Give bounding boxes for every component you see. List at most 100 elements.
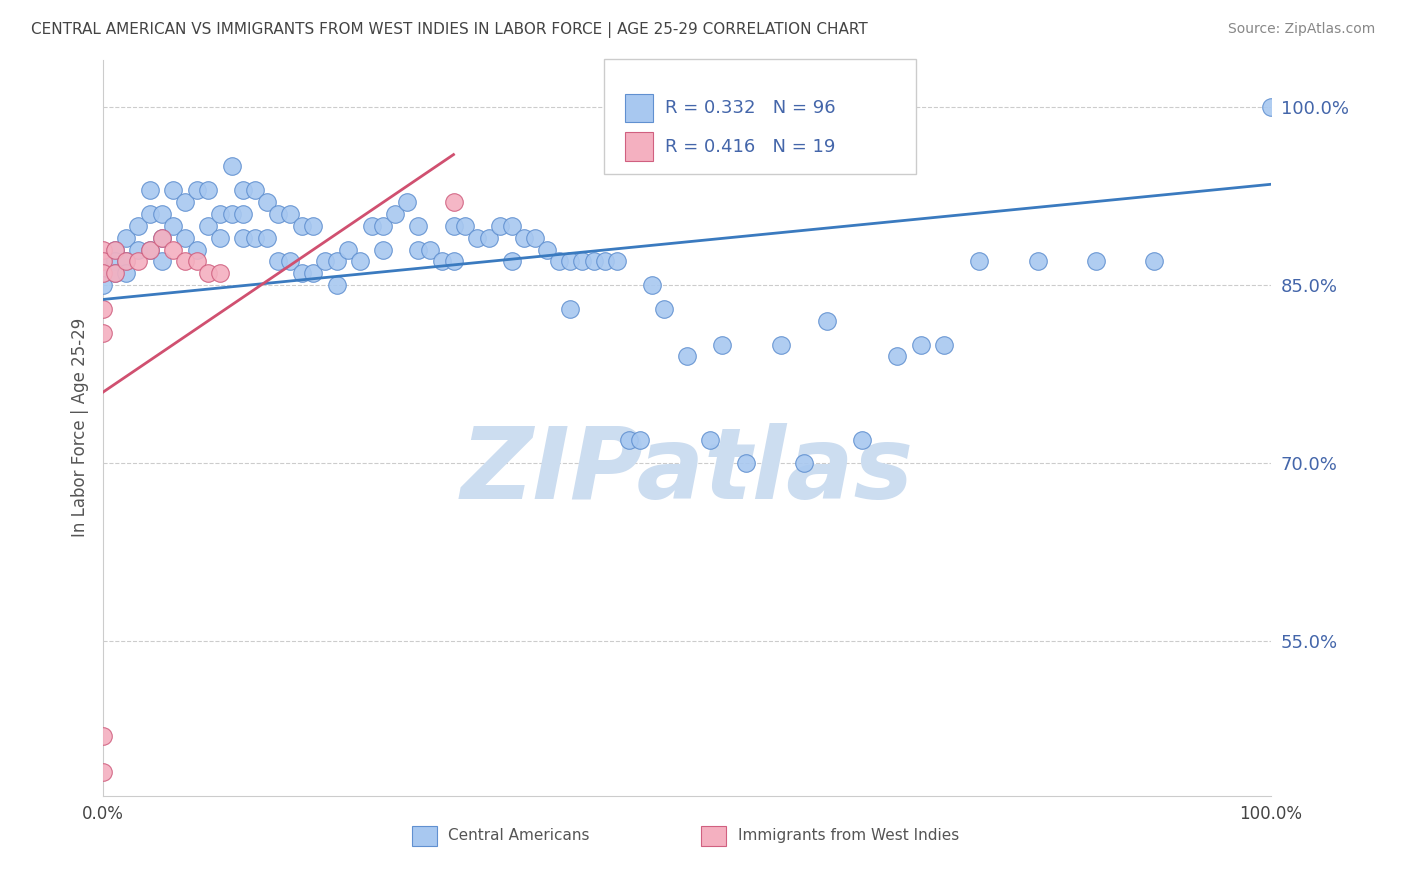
Point — [373, 243, 395, 257]
Point — [512, 230, 534, 244]
Point — [267, 254, 290, 268]
Point — [477, 230, 499, 244]
Point — [1260, 100, 1282, 114]
Point — [221, 160, 243, 174]
Point — [734, 456, 756, 470]
Point — [267, 207, 290, 221]
Point — [150, 207, 173, 221]
Point — [243, 183, 266, 197]
Point — [349, 254, 371, 268]
Point — [173, 254, 195, 268]
Point — [139, 243, 162, 257]
Text: CENTRAL AMERICAN VS IMMIGRANTS FROM WEST INDIES IN LABOR FORCE | AGE 25-29 CORRE: CENTRAL AMERICAN VS IMMIGRANTS FROM WEST… — [31, 22, 868, 38]
Point — [408, 219, 430, 233]
Point — [1084, 254, 1107, 268]
Point — [232, 183, 254, 197]
Point — [115, 230, 138, 244]
Point — [91, 254, 114, 268]
Point — [395, 195, 418, 210]
Point — [115, 254, 138, 268]
Point — [91, 730, 114, 744]
Point — [162, 219, 184, 233]
Point — [560, 254, 582, 268]
Point — [232, 207, 254, 221]
Point — [443, 195, 465, 210]
Text: Immigrants from West Indies: Immigrants from West Indies — [738, 829, 959, 844]
Point — [127, 254, 149, 268]
Point — [139, 207, 162, 221]
Text: Central Americans: Central Americans — [449, 829, 589, 844]
Point — [208, 230, 231, 244]
Point — [932, 337, 955, 351]
Point — [104, 243, 127, 257]
Point — [501, 219, 523, 233]
Point — [851, 433, 873, 447]
Point — [617, 433, 640, 447]
Point — [173, 230, 195, 244]
Point — [104, 254, 127, 268]
Point — [243, 230, 266, 244]
Point — [173, 195, 195, 210]
Point — [582, 254, 605, 268]
Point — [208, 266, 231, 280]
Point — [186, 183, 208, 197]
Point — [278, 254, 301, 268]
Point — [127, 219, 149, 233]
Point — [104, 266, 127, 280]
Point — [465, 230, 488, 244]
Point — [104, 243, 127, 257]
Point — [501, 254, 523, 268]
Point — [337, 243, 360, 257]
Point — [560, 301, 582, 316]
Point — [384, 207, 406, 221]
Point — [360, 219, 382, 233]
Point — [150, 230, 173, 244]
Point — [232, 230, 254, 244]
Point — [291, 266, 314, 280]
Point — [139, 183, 162, 197]
Point — [91, 266, 114, 280]
Point — [208, 207, 231, 221]
Point — [547, 254, 569, 268]
Point — [373, 219, 395, 233]
Point — [104, 266, 127, 280]
Point — [886, 350, 908, 364]
Point — [793, 456, 815, 470]
Point — [91, 278, 114, 293]
Point — [291, 219, 314, 233]
Point — [139, 243, 162, 257]
Text: Source: ZipAtlas.com: Source: ZipAtlas.com — [1227, 22, 1375, 37]
Text: ZIPatlas: ZIPatlas — [461, 424, 914, 520]
Point — [302, 219, 325, 233]
Point — [325, 278, 347, 293]
Point — [443, 254, 465, 268]
Point — [430, 254, 453, 268]
Point — [910, 337, 932, 351]
Point — [186, 254, 208, 268]
Point — [676, 350, 699, 364]
Text: R = 0.416   N = 19: R = 0.416 N = 19 — [665, 137, 835, 155]
Y-axis label: In Labor Force | Age 25-29: In Labor Force | Age 25-29 — [72, 318, 89, 537]
Point — [197, 183, 219, 197]
Point — [91, 764, 114, 779]
Point — [302, 266, 325, 280]
Point — [769, 337, 792, 351]
Point — [815, 314, 838, 328]
Point — [91, 301, 114, 316]
Point — [1026, 254, 1049, 268]
Point — [197, 219, 219, 233]
Point — [536, 243, 558, 257]
Point — [595, 254, 617, 268]
Point — [91, 243, 114, 257]
Point — [443, 219, 465, 233]
Point — [652, 301, 675, 316]
Point — [278, 207, 301, 221]
Point — [91, 254, 114, 268]
Point — [571, 254, 593, 268]
Point — [91, 266, 114, 280]
Point — [150, 230, 173, 244]
Point — [325, 254, 347, 268]
Point — [489, 219, 512, 233]
Point — [419, 243, 441, 257]
Point — [699, 433, 721, 447]
